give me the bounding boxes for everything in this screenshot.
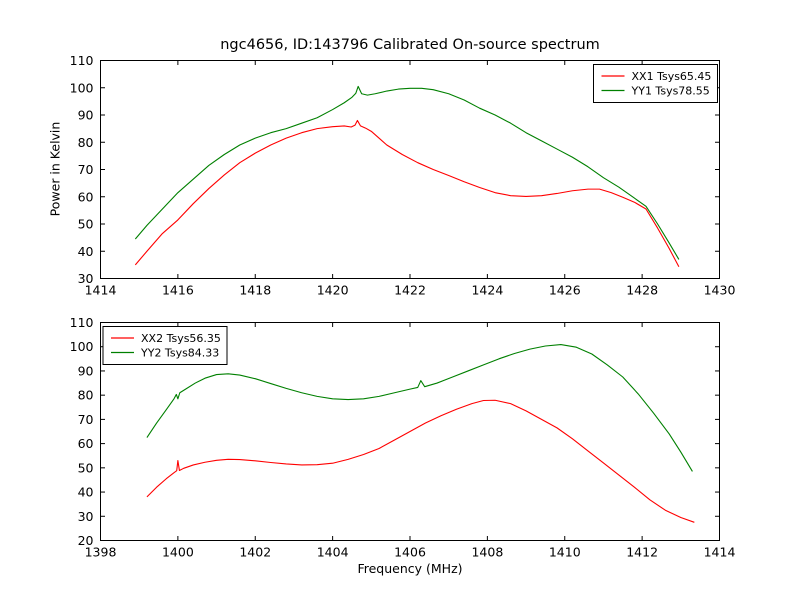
x-tick-label: 1406 [394,545,426,560]
x-tick-label: 1428 [626,283,658,298]
y-tick-label: 110 [70,53,94,68]
y-tick-label: 80 [78,388,94,403]
x-tick-label: 1414 [704,545,736,560]
y-tick-label: 20 [78,533,94,548]
y-tick-label: 60 [78,436,94,451]
subplot-top: 1414 1416 1418 1420 1422 1424 1426 1428 1430 30 40… [70,53,736,298]
x-tick-label: 1426 [549,283,581,298]
figure-title: ngc4656, ID:143796 Calibrated On-source … [220,37,600,53]
x-tick-label: 1420 [317,283,349,298]
x-tick-label: 1422 [394,283,426,298]
legend: XX1 Tsys65.45 YY1 Tsys78.55 [593,64,718,103]
y-tick-label: 100 [70,80,94,95]
x-tick-label: 1418 [239,283,271,298]
legend-box [593,64,718,103]
legend-label: YY2 Tsys84.33 [140,347,219,360]
y-tick-label: 50 [78,460,94,475]
y-tick-label: 110 [70,315,94,330]
y-tick-label: 30 [78,509,94,524]
x-tick-label: 1398 [85,545,117,560]
x-tick-label: 1416 [162,283,194,298]
series-line-YY2 [146,343,693,472]
y-tick-label: 60 [78,189,94,204]
x-tick-label: 1414 [85,283,117,298]
y-tick-label: 70 [78,412,94,427]
y-tick-label: 90 [78,108,94,123]
y-tick-label: 70 [78,162,94,177]
series-line-XX2 [146,399,695,523]
x-tick-label: 1402 [239,545,271,560]
y-tick-label: 30 [78,271,94,286]
y-tick-label: 40 [78,244,94,259]
legend-label: XX2 Tsys56.35 [141,332,221,345]
legend-box [102,326,228,365]
x-tick-label: 1400 [162,545,194,560]
y-tick-label: 50 [78,217,94,232]
x-tick-label: 1408 [471,545,503,560]
legend-label: XX1 Tsys65.45 [632,70,712,83]
x-tick-label: 1424 [471,283,503,298]
series-line-XX1 [134,119,680,268]
legend-label: YY1 Tsys78.55 [631,85,710,98]
y-tick-label: 80 [78,135,94,150]
x-tick-label: 1410 [549,545,581,560]
x-tick-label: 1430 [704,283,736,298]
x-tick-label: 1412 [626,545,658,560]
x-tick-label: 1404 [317,545,349,560]
y-tick-label: 40 [78,485,94,500]
series-line-YY1 [134,85,680,260]
subplot-bottom: 1398 1400 1402 1404 1406 1408 1410 1412 1414 20 30… [70,315,736,560]
y-tick-label: 90 [78,363,94,378]
x-axis-label: Frequency (MHz) [357,561,463,576]
y-tick-label: 100 [70,339,94,354]
legend: XX2 Tsys56.35 YY2 Tsys84.33 [102,326,228,365]
